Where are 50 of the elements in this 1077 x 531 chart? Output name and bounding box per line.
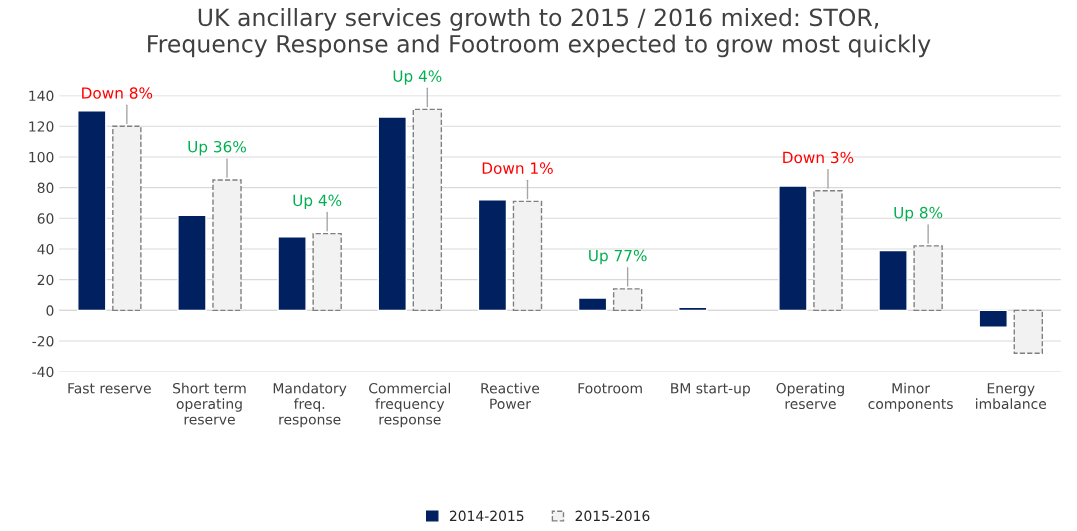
y-tick-label: -40 [32,366,54,378]
bar [577,297,608,312]
bar [377,116,407,312]
bar [778,185,808,312]
y-tick-label: 80 [37,182,54,194]
x-tick-label: Energy imbalance [976,383,1047,410]
annotation: Up 4% [393,70,442,85]
bar [477,199,508,312]
bar [212,179,242,312]
bar [412,108,443,312]
x-tick-label: Commercial frequency response [369,382,451,428]
bar [277,236,307,312]
y-tick-label: -20 [32,335,54,347]
annotation: Up 8% [894,206,943,222]
annotation: Down 8% [82,87,153,99]
annotation: Down 1% [482,162,553,174]
x-tick-label: Fast reserve [68,383,151,394]
x-tick-label: Minor components [868,382,953,412]
bar [612,288,643,312]
bar [77,110,107,312]
annotation: Down 3% [783,151,854,164]
y-tick-label: 0 [46,305,54,316]
x-tick-label: Operating reserve [776,382,844,410]
legend-label: 2014-2015 [449,510,524,522]
bar [112,125,142,312]
bar [813,189,843,312]
annotation: Up 36% [188,140,246,156]
bar [678,306,708,312]
y-tick-label: 120 [29,121,54,132]
annotation: Up 4% [293,194,342,210]
chart-title: UK ancillary services growth to 2015 / 2016 mixed: STOR, Frequency Response and Footroom expected to grow most quickly [148,7,931,58]
x-tick-label: BM start-up [671,383,750,397]
bar [312,232,342,312]
annotation: Up 77% [589,249,647,265]
y-tick-label: 40 [37,243,54,255]
bar [913,245,943,312]
x-tick-label: Footroom [578,383,642,394]
bar [512,200,543,312]
x-tick-label: Mandatory freq. response [273,382,347,428]
legend-label: 2015-2016 [575,510,650,522]
y-tick-label: 20 [37,274,54,286]
x-tick-label: Short term operating reserve [173,382,246,425]
y-tick-label: 60 [37,213,54,224]
bar [1013,309,1044,354]
y-tick-label: 140 [29,90,54,102]
x-tick-label: Reactive Power [481,382,540,410]
bar [177,214,207,312]
bar [878,249,908,312]
bar [978,309,1008,328]
y-tick-label: 100 [29,151,54,163]
